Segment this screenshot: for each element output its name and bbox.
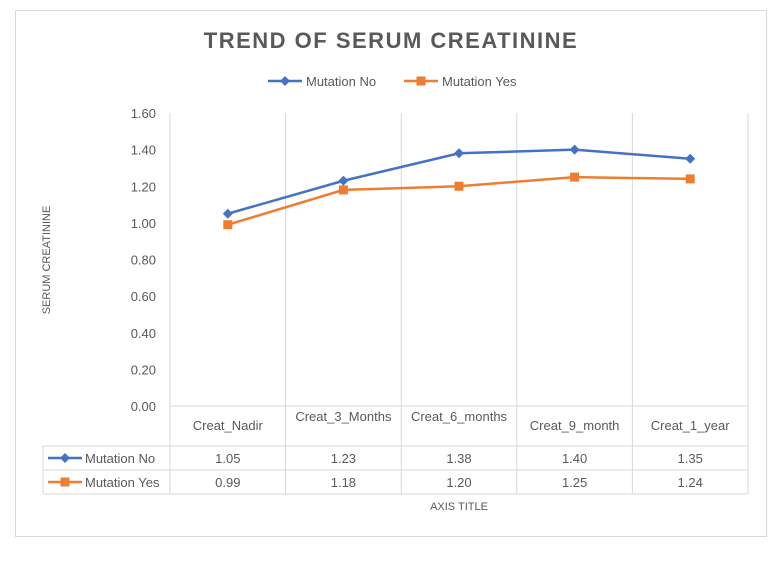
y-tick-label: 0.00 xyxy=(131,399,156,414)
x-tick-label: Creat_6_months xyxy=(410,409,508,424)
y-tick-label: 1.20 xyxy=(131,179,156,194)
x-tick-label: Creat_Nadir xyxy=(192,418,263,433)
x-tick-label: Creat_3_Months xyxy=(295,409,392,424)
y-axis-title: SERUM CREATININE xyxy=(41,206,53,315)
data-point xyxy=(570,172,580,182)
table-value: 1.23 xyxy=(331,451,356,466)
legend-marker xyxy=(280,76,290,86)
data-point xyxy=(685,153,696,164)
data-point xyxy=(222,208,233,219)
table-value: 0.99 xyxy=(215,475,240,490)
data-point xyxy=(569,144,580,155)
x-tick-label: Creat_9_month xyxy=(529,418,620,433)
data-point xyxy=(685,174,695,184)
y-tick-label: 1.00 xyxy=(131,216,156,231)
table-value: 1.25 xyxy=(562,475,587,490)
legend-label: Mutation Yes xyxy=(442,74,517,89)
table-value: 1.20 xyxy=(446,475,471,490)
chart-title: TREND OF SERUM CREATININE xyxy=(204,28,578,53)
data-point xyxy=(338,175,349,186)
y-tick-label: 0.80 xyxy=(131,253,156,268)
legend-marker xyxy=(416,76,426,86)
table-value: 1.05 xyxy=(215,451,240,466)
data-point xyxy=(454,148,464,159)
chart-frame xyxy=(15,10,767,537)
table-series-label: Mutation No xyxy=(85,451,155,466)
y-tick-label: 1.60 xyxy=(131,106,156,121)
legend-label: Mutation No xyxy=(306,74,376,89)
x-tick-label: Creat_1_year xyxy=(650,418,730,433)
table-value: 1.38 xyxy=(446,451,471,466)
data-point xyxy=(338,185,348,195)
table-legend-marker xyxy=(60,453,70,463)
y-tick-label: 1.40 xyxy=(131,143,156,158)
table-value: 1.24 xyxy=(678,475,703,490)
data-point xyxy=(454,181,464,191)
table-value: 1.40 xyxy=(562,451,587,466)
table-legend-marker xyxy=(60,477,70,487)
x-axis-title: AXIS TITLE xyxy=(430,501,488,513)
table-series-label: Mutation Yes xyxy=(85,475,160,490)
y-tick-label: 0.60 xyxy=(131,289,156,304)
y-tick-label: 0.20 xyxy=(131,362,156,377)
table-value: 1.35 xyxy=(678,451,703,466)
table-value: 1.18 xyxy=(331,475,356,490)
data-point xyxy=(223,220,233,230)
y-tick-label: 0.40 xyxy=(131,326,156,341)
